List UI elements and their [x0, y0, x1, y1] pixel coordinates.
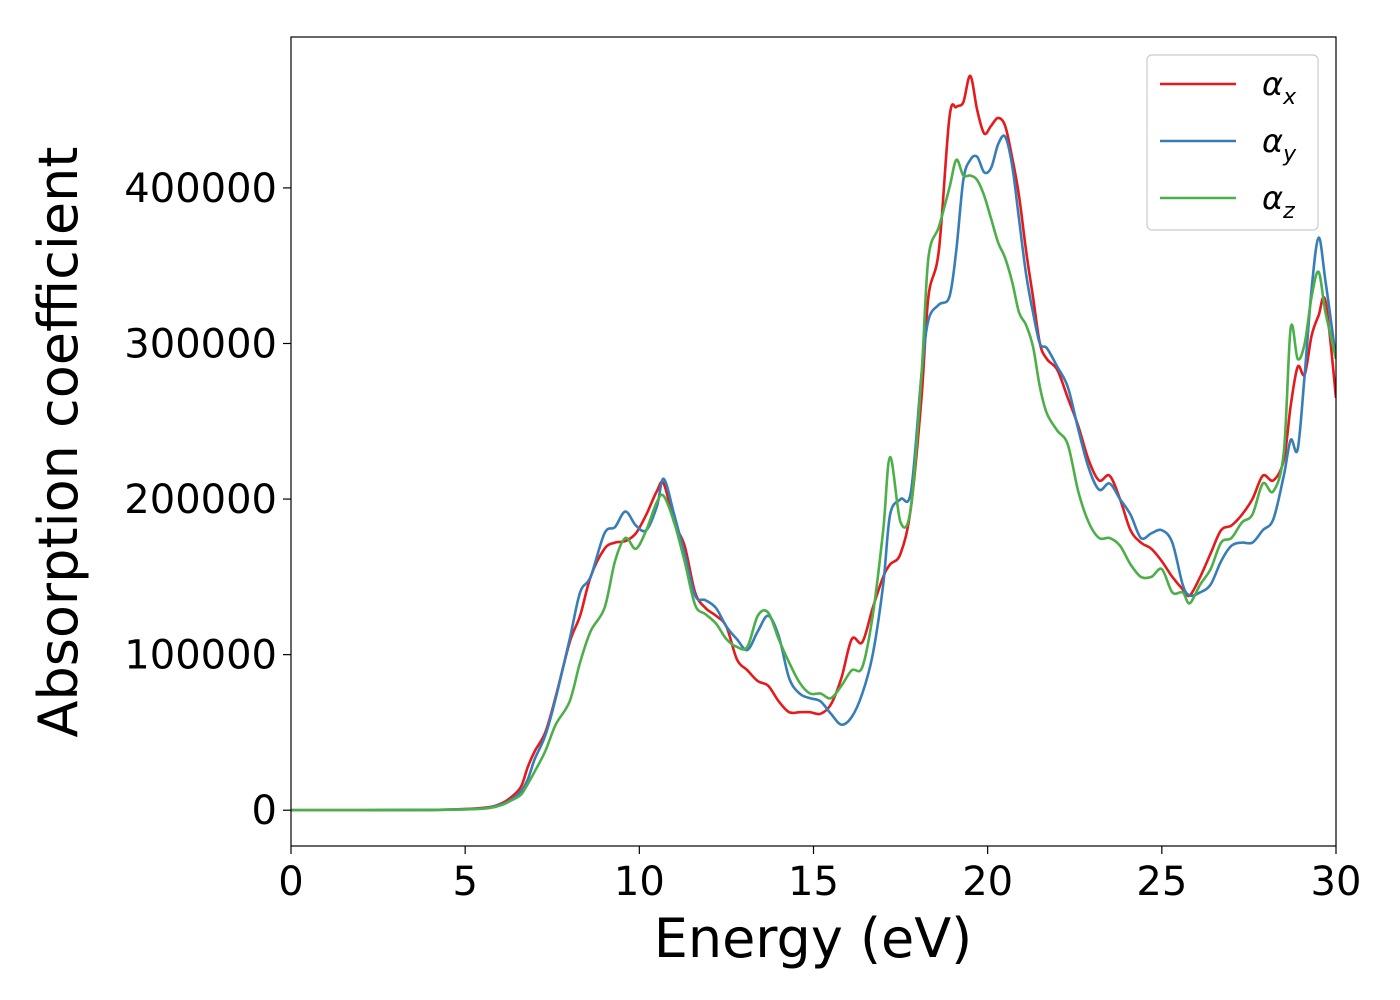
x-tick-label: 30 [1311, 859, 1362, 905]
y-tick-label: 200000 [124, 477, 277, 523]
x-tick-label: 15 [788, 859, 839, 905]
x-tick-label: 5 [452, 859, 477, 905]
legend: αx αy αz [1146, 54, 1319, 231]
y-tick-label: 100000 [124, 633, 277, 679]
legend-label-z: αz [1262, 179, 1295, 224]
series-layer [291, 74, 1336, 812]
y-axis-ticks: 0 100000 200000 300000 400000 [124, 166, 291, 834]
series-line-x [291, 74, 1336, 812]
y-tick-label: 400000 [124, 166, 277, 212]
x-tick-label: 0 [278, 859, 303, 905]
x-tick-label: 10 [614, 859, 665, 905]
legend-box [1146, 54, 1319, 231]
legend-label-x: αx [1262, 65, 1297, 110]
x-axis-label: Energy (eV) [654, 907, 973, 970]
y-tick-label: 0 [252, 788, 277, 834]
x-tick-label: 20 [962, 859, 1013, 905]
series-line-z [291, 158, 1336, 812]
x-axis-ticks: 0 5 10 15 20 25 30 [278, 846, 1361, 905]
y-axis-label: Absorption coefficient [27, 147, 90, 738]
y-tick-label: 300000 [124, 321, 277, 367]
series-line-y [291, 134, 1336, 812]
legend-label-y: αy [1262, 122, 1297, 167]
x-tick-label: 25 [1136, 859, 1187, 905]
